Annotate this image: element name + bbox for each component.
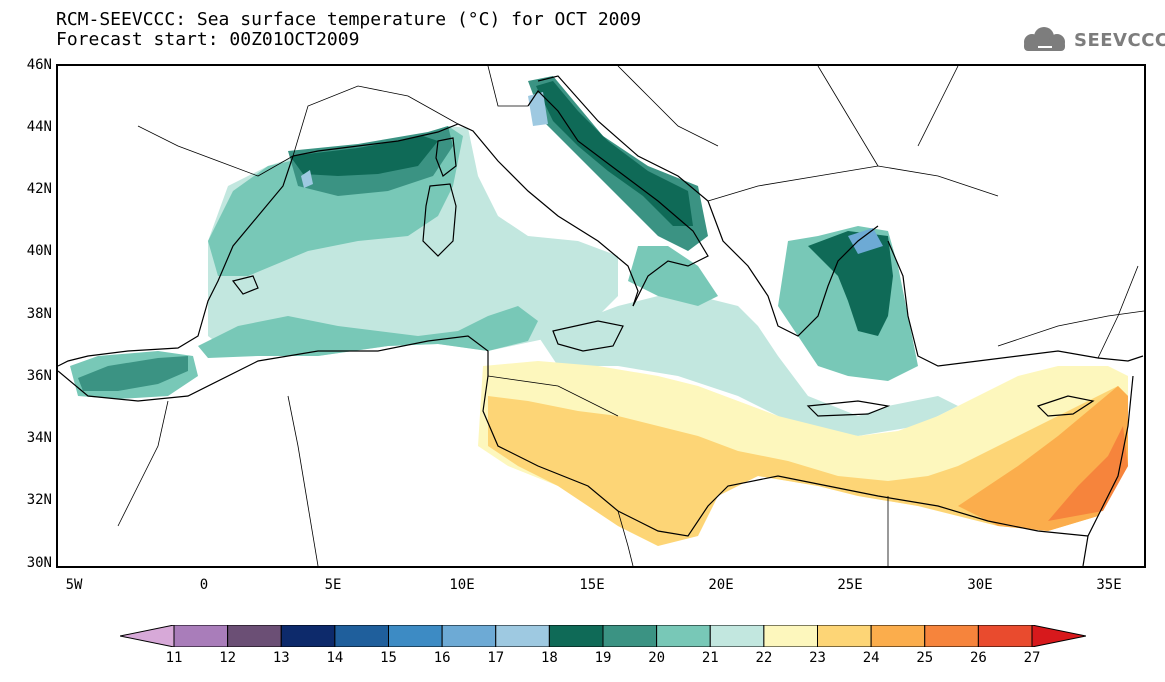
x-tick-25e: 25E — [837, 577, 863, 593]
colorbar-label: 26 — [969, 650, 987, 666]
sst-map — [56, 64, 1146, 568]
island-crete — [806, 400, 891, 417]
colorbar-box — [817, 625, 872, 647]
island-mallorca — [231, 275, 259, 295]
sst-region-19-alboran — [78, 356, 188, 391]
sst-region-20-balearic — [198, 306, 538, 358]
coastline-italy-east — [527, 90, 709, 307]
colorbar-label: 16 — [433, 650, 451, 666]
colorbar-label: 27 — [1023, 650, 1041, 666]
y-tick-30n: 30N — [26, 555, 52, 571]
colorbar-label: 19 — [594, 650, 612, 666]
colorbar-box — [656, 625, 711, 647]
colorbar-box — [280, 625, 336, 647]
colorbar-label: 18 — [540, 650, 558, 666]
coastline-turkey — [887, 240, 1144, 367]
sst-region-20-sicily — [628, 246, 718, 306]
colorbar-box — [548, 625, 604, 647]
y-tick-34n: 34N — [26, 430, 52, 446]
island-sicily — [552, 320, 624, 352]
title-line-1: RCM-SEEVCCC: Sea surface temperature (°C… — [56, 9, 642, 30]
sst-region-17-venice — [528, 92, 548, 126]
island-cyprus — [1036, 395, 1095, 417]
sst-region-21-ionian — [538, 296, 958, 436]
colorbar-label: 13 — [272, 650, 290, 666]
colorbar-box — [763, 625, 818, 647]
colorbar-label: 12 — [219, 650, 237, 666]
colorbar-box — [709, 625, 765, 647]
y-tick-46n: 46N — [26, 57, 52, 73]
coastline-balkans — [537, 75, 879, 337]
x-tick-5e: 5E — [324, 577, 342, 593]
sst-region-19-aegean — [808, 231, 893, 336]
y-tick-40n: 40N — [26, 243, 52, 259]
logo-text: SEEVCCC — [1074, 30, 1165, 51]
x-tick-15e: 15E — [579, 577, 605, 593]
colorbar-box — [173, 625, 229, 647]
x-tick-10e: 10E — [449, 577, 475, 593]
colorbar-label: 21 — [701, 650, 719, 666]
sst-region-18-adriatic — [536, 81, 693, 226]
y-tick-36n: 36N — [26, 368, 52, 384]
colorbar-label: 25 — [916, 650, 934, 666]
colorbar-label: 15 — [380, 650, 397, 666]
colorbar-label: 14 — [326, 650, 344, 666]
x-tick-5w: 5W — [65, 577, 83, 593]
colorbar-arrow-high — [1031, 625, 1086, 647]
coastline-spain — [58, 155, 294, 367]
coastline-france-italy — [292, 123, 639, 307]
colorbar-box — [495, 625, 550, 647]
map-canvas — [58, 66, 1144, 566]
x-tick-35e: 35E — [1096, 577, 1122, 593]
island-sardinia — [422, 183, 457, 257]
colorbar-box — [441, 625, 497, 647]
colorbar-box — [977, 625, 1033, 647]
x-tick-20e: 20E — [708, 577, 734, 593]
colorbar — [120, 625, 1086, 647]
colorbar-box — [924, 625, 979, 647]
sst-region-16-dardanelles — [848, 228, 883, 254]
island-corsica — [435, 137, 457, 177]
coastline-levant — [1082, 375, 1134, 566]
y-tick-44n: 44N — [26, 119, 52, 135]
colorbar-label: 11 — [165, 650, 183, 666]
chart-title: RCM-SEEVCCC: Sea surface temperature (°C… — [56, 10, 641, 50]
colorbar-arrow-low — [120, 625, 175, 647]
sst-field — [70, 76, 1128, 546]
colorbar-box — [334, 625, 389, 647]
colorbar-box — [388, 625, 443, 647]
colorbar-label: 24 — [862, 650, 880, 666]
x-tick-30e: 30E — [967, 577, 993, 593]
colorbar-box — [870, 625, 926, 647]
colorbar-label: 20 — [648, 650, 666, 666]
colorbar-box — [227, 625, 282, 647]
country-borders — [117, 66, 1144, 566]
colorbar-label: 23 — [809, 650, 826, 666]
title-line-2: Forecast start: 00Z01OCT2009 — [56, 29, 360, 50]
coastlines — [58, 75, 1144, 566]
coastline-africa — [58, 335, 1089, 537]
colorbar-label: 17 — [487, 650, 505, 666]
colorbar-label: 22 — [755, 650, 773, 666]
y-tick-38n: 38N — [26, 306, 52, 322]
seevccc-logo — [1024, 27, 1065, 51]
colorbar-box — [602, 625, 658, 647]
sst-region-18-liguria — [290, 136, 438, 176]
y-tick-42n: 42N — [26, 181, 52, 197]
sst-region-17-spot — [301, 170, 313, 188]
x-tick-0: 0 — [199, 577, 209, 593]
y-tick-32n: 32N — [26, 492, 52, 508]
